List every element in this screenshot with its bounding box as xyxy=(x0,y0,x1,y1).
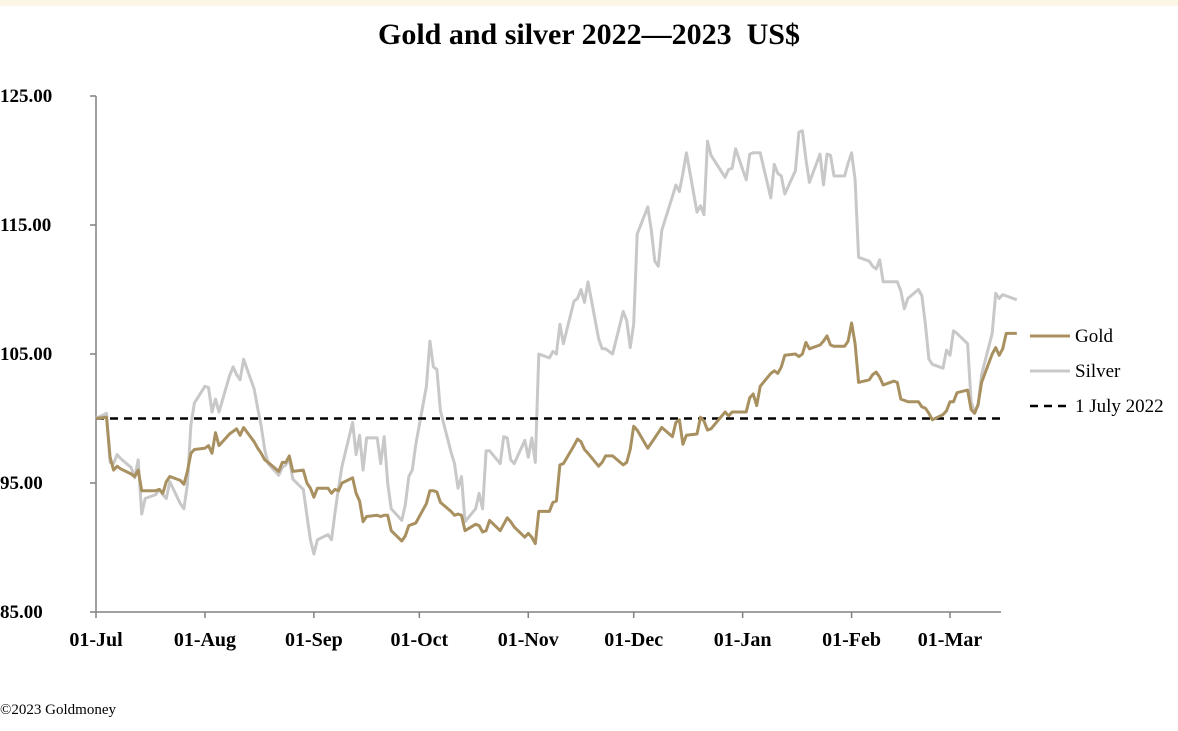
series-line-silver xyxy=(95,129,1018,556)
copyright-credit: ©2023 Goldmoney xyxy=(0,702,116,718)
y-tick-label: 115.00 xyxy=(0,215,51,236)
y-tick-label: 105.00 xyxy=(0,344,52,365)
x-tick-label: 01-Jan xyxy=(714,629,772,651)
y-tick-label: 125.00 xyxy=(0,86,52,107)
legend-label-silver: Silver xyxy=(1075,361,1121,382)
x-tick-label: 01-Mar xyxy=(918,629,983,651)
y-tick-label: 85.00 xyxy=(0,602,43,623)
x-tick-label: 01-Feb xyxy=(822,629,881,651)
x-tick-label: 01-Aug xyxy=(174,629,236,651)
legend-label-gold: Gold xyxy=(1075,326,1114,347)
chart-title: Gold and silver 2022—2023 US$ xyxy=(377,18,800,51)
series-line-gold xyxy=(95,321,1017,546)
y-tick-label: 95.00 xyxy=(0,473,43,494)
legend-label-1-july-2022: 1 July 2022 xyxy=(1075,396,1164,417)
x-tick-label: 01-Nov xyxy=(498,629,559,651)
x-tick-label: 01-Sep xyxy=(285,629,343,651)
line-chart: 125.00 115.00 105.00 95.00 85.00 01-Jul 01-Aug… xyxy=(0,86,1164,651)
chart-axes: 125.00 115.00 105.00 95.00 85.00 01-Jul 01-Aug… xyxy=(0,86,1001,651)
x-tick-label: 01-Dec xyxy=(604,629,663,651)
x-tick-label: 01-Jul xyxy=(69,629,123,651)
chart-series xyxy=(95,129,1018,556)
top-accent-strip xyxy=(0,0,1178,6)
chart-legend: Gold Silver 1 July 2022 xyxy=(1030,326,1164,417)
x-tick-label: 01-Oct xyxy=(390,629,448,651)
